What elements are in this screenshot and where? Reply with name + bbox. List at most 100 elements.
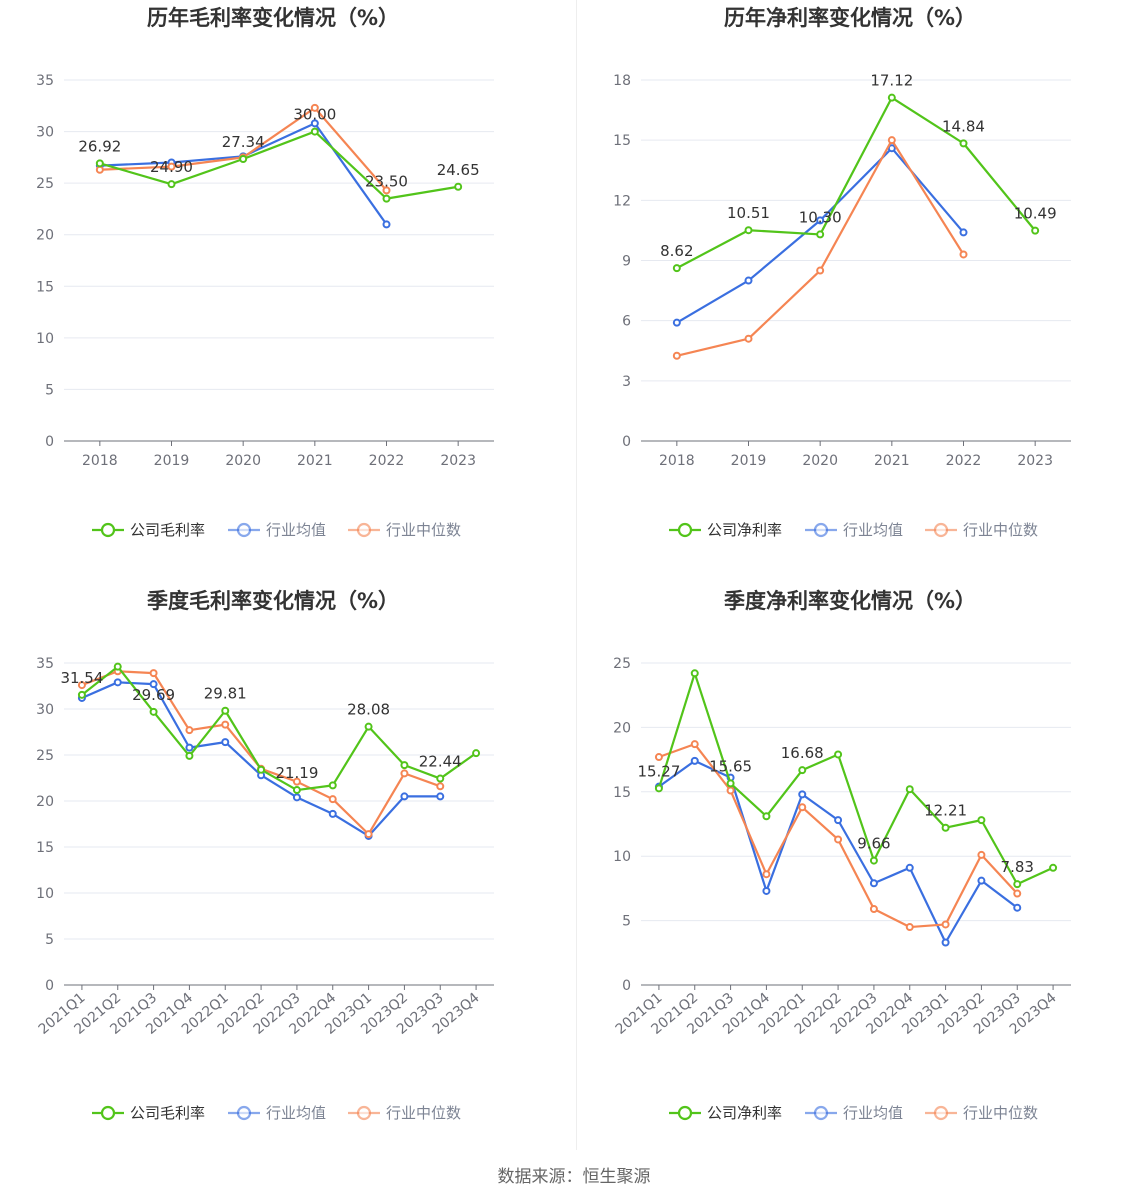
data-point-avg[interactable]: [113, 678, 122, 687]
data-point-company[interactable]: [382, 194, 391, 203]
data-point-median[interactable]: [77, 681, 86, 690]
legend-item-company[interactable]: 公司毛利率: [92, 1104, 205, 1122]
data-point-median[interactable]: [382, 186, 391, 195]
data-point-avg[interactable]: [834, 816, 843, 825]
data-point-company[interactable]: [167, 180, 176, 189]
data-point-avg[interactable]: [690, 756, 699, 765]
data-point-company[interactable]: [364, 722, 373, 731]
data-point-median[interactable]: [887, 136, 896, 145]
data-point-company[interactable]: [941, 823, 950, 832]
data-point-avg[interactable]: [941, 938, 950, 947]
data-point-median[interactable]: [744, 334, 753, 343]
data-point-median[interactable]: [977, 850, 986, 859]
data-point-avg[interactable]: [436, 792, 445, 801]
data-point-median[interactable]: [364, 830, 373, 839]
data-point-avg[interactable]: [816, 216, 825, 225]
data-point-company[interactable]: [257, 765, 266, 774]
data-point-median[interactable]: [690, 740, 699, 749]
data-point-avg[interactable]: [869, 879, 878, 888]
data-point-company[interactable]: [977, 816, 986, 825]
data-point-avg[interactable]: [798, 790, 807, 799]
data-point-company[interactable]: [726, 779, 735, 788]
data-point-median[interactable]: [400, 769, 409, 778]
data-point-company[interactable]: [690, 669, 699, 678]
data-point-median[interactable]: [292, 777, 301, 786]
legend-item-company[interactable]: 公司毛利率: [92, 521, 205, 539]
legend-item-avg[interactable]: 行业均值: [228, 521, 326, 539]
legend-item-company[interactable]: 公司净利率: [669, 1104, 782, 1122]
data-point-median[interactable]: [1013, 889, 1022, 898]
data-point-company[interactable]: [959, 139, 968, 148]
legend-item-avg[interactable]: 行业均值: [805, 1104, 903, 1122]
data-point-company[interactable]: [149, 707, 158, 716]
data-point-avg[interactable]: [328, 809, 337, 818]
data-point-avg[interactable]: [744, 276, 753, 285]
data-point-median[interactable]: [959, 250, 968, 259]
data-point-avg[interactable]: [672, 318, 681, 327]
data-point-median[interactable]: [328, 795, 337, 804]
data-point-avg[interactable]: [959, 228, 968, 237]
data-point-median[interactable]: [149, 669, 158, 678]
data-point-avg[interactable]: [400, 792, 409, 801]
data-point-avg[interactable]: [221, 738, 230, 747]
data-point-company[interactable]: [185, 751, 194, 760]
data-point-avg[interactable]: [762, 886, 771, 895]
data-point-company[interactable]: [454, 182, 463, 191]
data-point-avg[interactable]: [887, 144, 896, 153]
data-point-median[interactable]: [834, 835, 843, 844]
data-point-avg[interactable]: [1013, 903, 1022, 912]
data-point-company[interactable]: [328, 781, 337, 790]
data-point-median[interactable]: [798, 803, 807, 812]
data-point-median[interactable]: [185, 726, 194, 735]
data-point-company[interactable]: [310, 127, 319, 136]
data-point-company[interactable]: [744, 226, 753, 235]
legend-item-median[interactable]: 行业中位数: [348, 521, 461, 539]
legend-item-company[interactable]: 公司净利率: [669, 521, 782, 539]
data-point-median[interactable]: [436, 782, 445, 791]
data-point-median[interactable]: [905, 923, 914, 932]
data-point-company[interactable]: [1049, 863, 1058, 872]
legend-item-median[interactable]: 行业中位数: [925, 521, 1038, 539]
data-point-company[interactable]: [816, 230, 825, 239]
data-point-company[interactable]: [905, 785, 914, 794]
data-point-avg[interactable]: [977, 876, 986, 885]
data-point-company[interactable]: [798, 766, 807, 775]
data-point-avg[interactable]: [149, 680, 158, 689]
data-point-median[interactable]: [941, 920, 950, 929]
data-point-median[interactable]: [762, 870, 771, 879]
data-point-median[interactable]: [221, 720, 230, 729]
data-point-company[interactable]: [1013, 880, 1022, 889]
data-point-company[interactable]: [95, 159, 104, 168]
data-point-company[interactable]: [887, 93, 896, 102]
data-point-company[interactable]: [472, 749, 481, 758]
data-point-median[interactable]: [869, 905, 878, 914]
data-point-avg[interactable]: [292, 793, 301, 802]
data-point-company[interactable]: [292, 786, 301, 795]
data-point-company[interactable]: [762, 812, 771, 821]
data-point-company[interactable]: [834, 750, 843, 759]
data-point-company[interactable]: [654, 784, 663, 793]
data-point-median[interactable]: [167, 162, 176, 171]
data-point-company[interactable]: [1031, 226, 1040, 235]
data-point-avg[interactable]: [905, 863, 914, 872]
data-point-company[interactable]: [221, 706, 230, 715]
data-point-company[interactable]: [672, 264, 681, 273]
legend-item-median[interactable]: 行业中位数: [348, 1104, 461, 1122]
data-point-median[interactable]: [672, 351, 681, 360]
data-point-median[interactable]: [816, 266, 825, 275]
data-point-company[interactable]: [77, 690, 86, 699]
data-point-company[interactable]: [113, 662, 122, 671]
data-point-median[interactable]: [726, 786, 735, 795]
legend-item-avg[interactable]: 行业均值: [805, 521, 903, 539]
data-point-median[interactable]: [95, 165, 104, 174]
data-point-avg[interactable]: [382, 220, 391, 229]
data-point-avg[interactable]: [310, 119, 319, 128]
data-point-company[interactable]: [869, 856, 878, 865]
data-point-company[interactable]: [436, 774, 445, 783]
data-point-company[interactable]: [239, 155, 248, 164]
data-point-company[interactable]: [400, 761, 409, 770]
data-point-avg[interactable]: [185, 743, 194, 752]
legend-item-avg[interactable]: 行业均值: [228, 1104, 326, 1122]
data-point-median[interactable]: [654, 753, 663, 762]
legend-item-median[interactable]: 行业中位数: [925, 1104, 1038, 1122]
